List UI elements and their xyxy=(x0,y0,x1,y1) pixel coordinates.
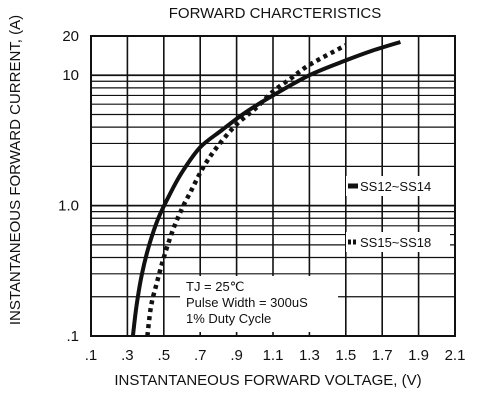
y-axis-label: INSTANTANEOUS FORWARD CURRENT, (A) xyxy=(7,15,24,325)
labels-layer: .1 .3 .5 .7 .9 1.1 1.3 1.5 1.7 1.9 2.1 .1 1.0 10 20 FOR… xyxy=(7,5,465,389)
x-tick-label: .7 xyxy=(194,347,207,364)
y-tick-label: 20 xyxy=(62,28,79,45)
y-tick-label: 1.0 xyxy=(58,198,79,215)
x-tick-label: 1.5 xyxy=(335,347,356,364)
legend-background xyxy=(346,232,450,252)
legend-label: SS15~SS18 xyxy=(360,235,431,250)
legend-background xyxy=(346,176,450,196)
x-tick-label: .1 xyxy=(85,347,98,364)
legend-layer: SS12~SS14 SS15~SS18 xyxy=(346,176,450,252)
x-axis-label: INSTANTANEOUS FORWARD VOLTAGE, (V) xyxy=(114,372,421,389)
x-tick-label: 1.9 xyxy=(408,347,429,364)
series-line-solid xyxy=(130,40,401,337)
y-tick-label: 10 xyxy=(62,67,79,84)
x-tick-label: 2.1 xyxy=(445,347,466,364)
annotation-line: Pulse Width = 300uS xyxy=(186,295,308,310)
x-tick-label: 1.1 xyxy=(263,347,284,364)
axes-layer xyxy=(90,35,456,337)
plot-frame xyxy=(90,35,456,337)
series-line-dotted xyxy=(145,43,347,337)
x-tick-label: .3 xyxy=(121,347,134,364)
x-tick-label: .9 xyxy=(230,347,243,364)
x-tick-label: 1.3 xyxy=(299,347,320,364)
annotation-line: TJ = 25℃ xyxy=(186,279,244,294)
series-layer xyxy=(130,40,401,337)
annotation-box xyxy=(180,276,338,332)
annotation-line: 1% Duty Cycle xyxy=(186,311,271,326)
x-tick-label: .5 xyxy=(158,347,171,364)
y-tick-label: .1 xyxy=(66,328,79,345)
x-tick-label: 1.7 xyxy=(372,347,393,364)
legend-label: SS12~SS14 xyxy=(360,179,431,194)
chart-title: FORWARD CHARCTERISTICS xyxy=(169,5,382,22)
